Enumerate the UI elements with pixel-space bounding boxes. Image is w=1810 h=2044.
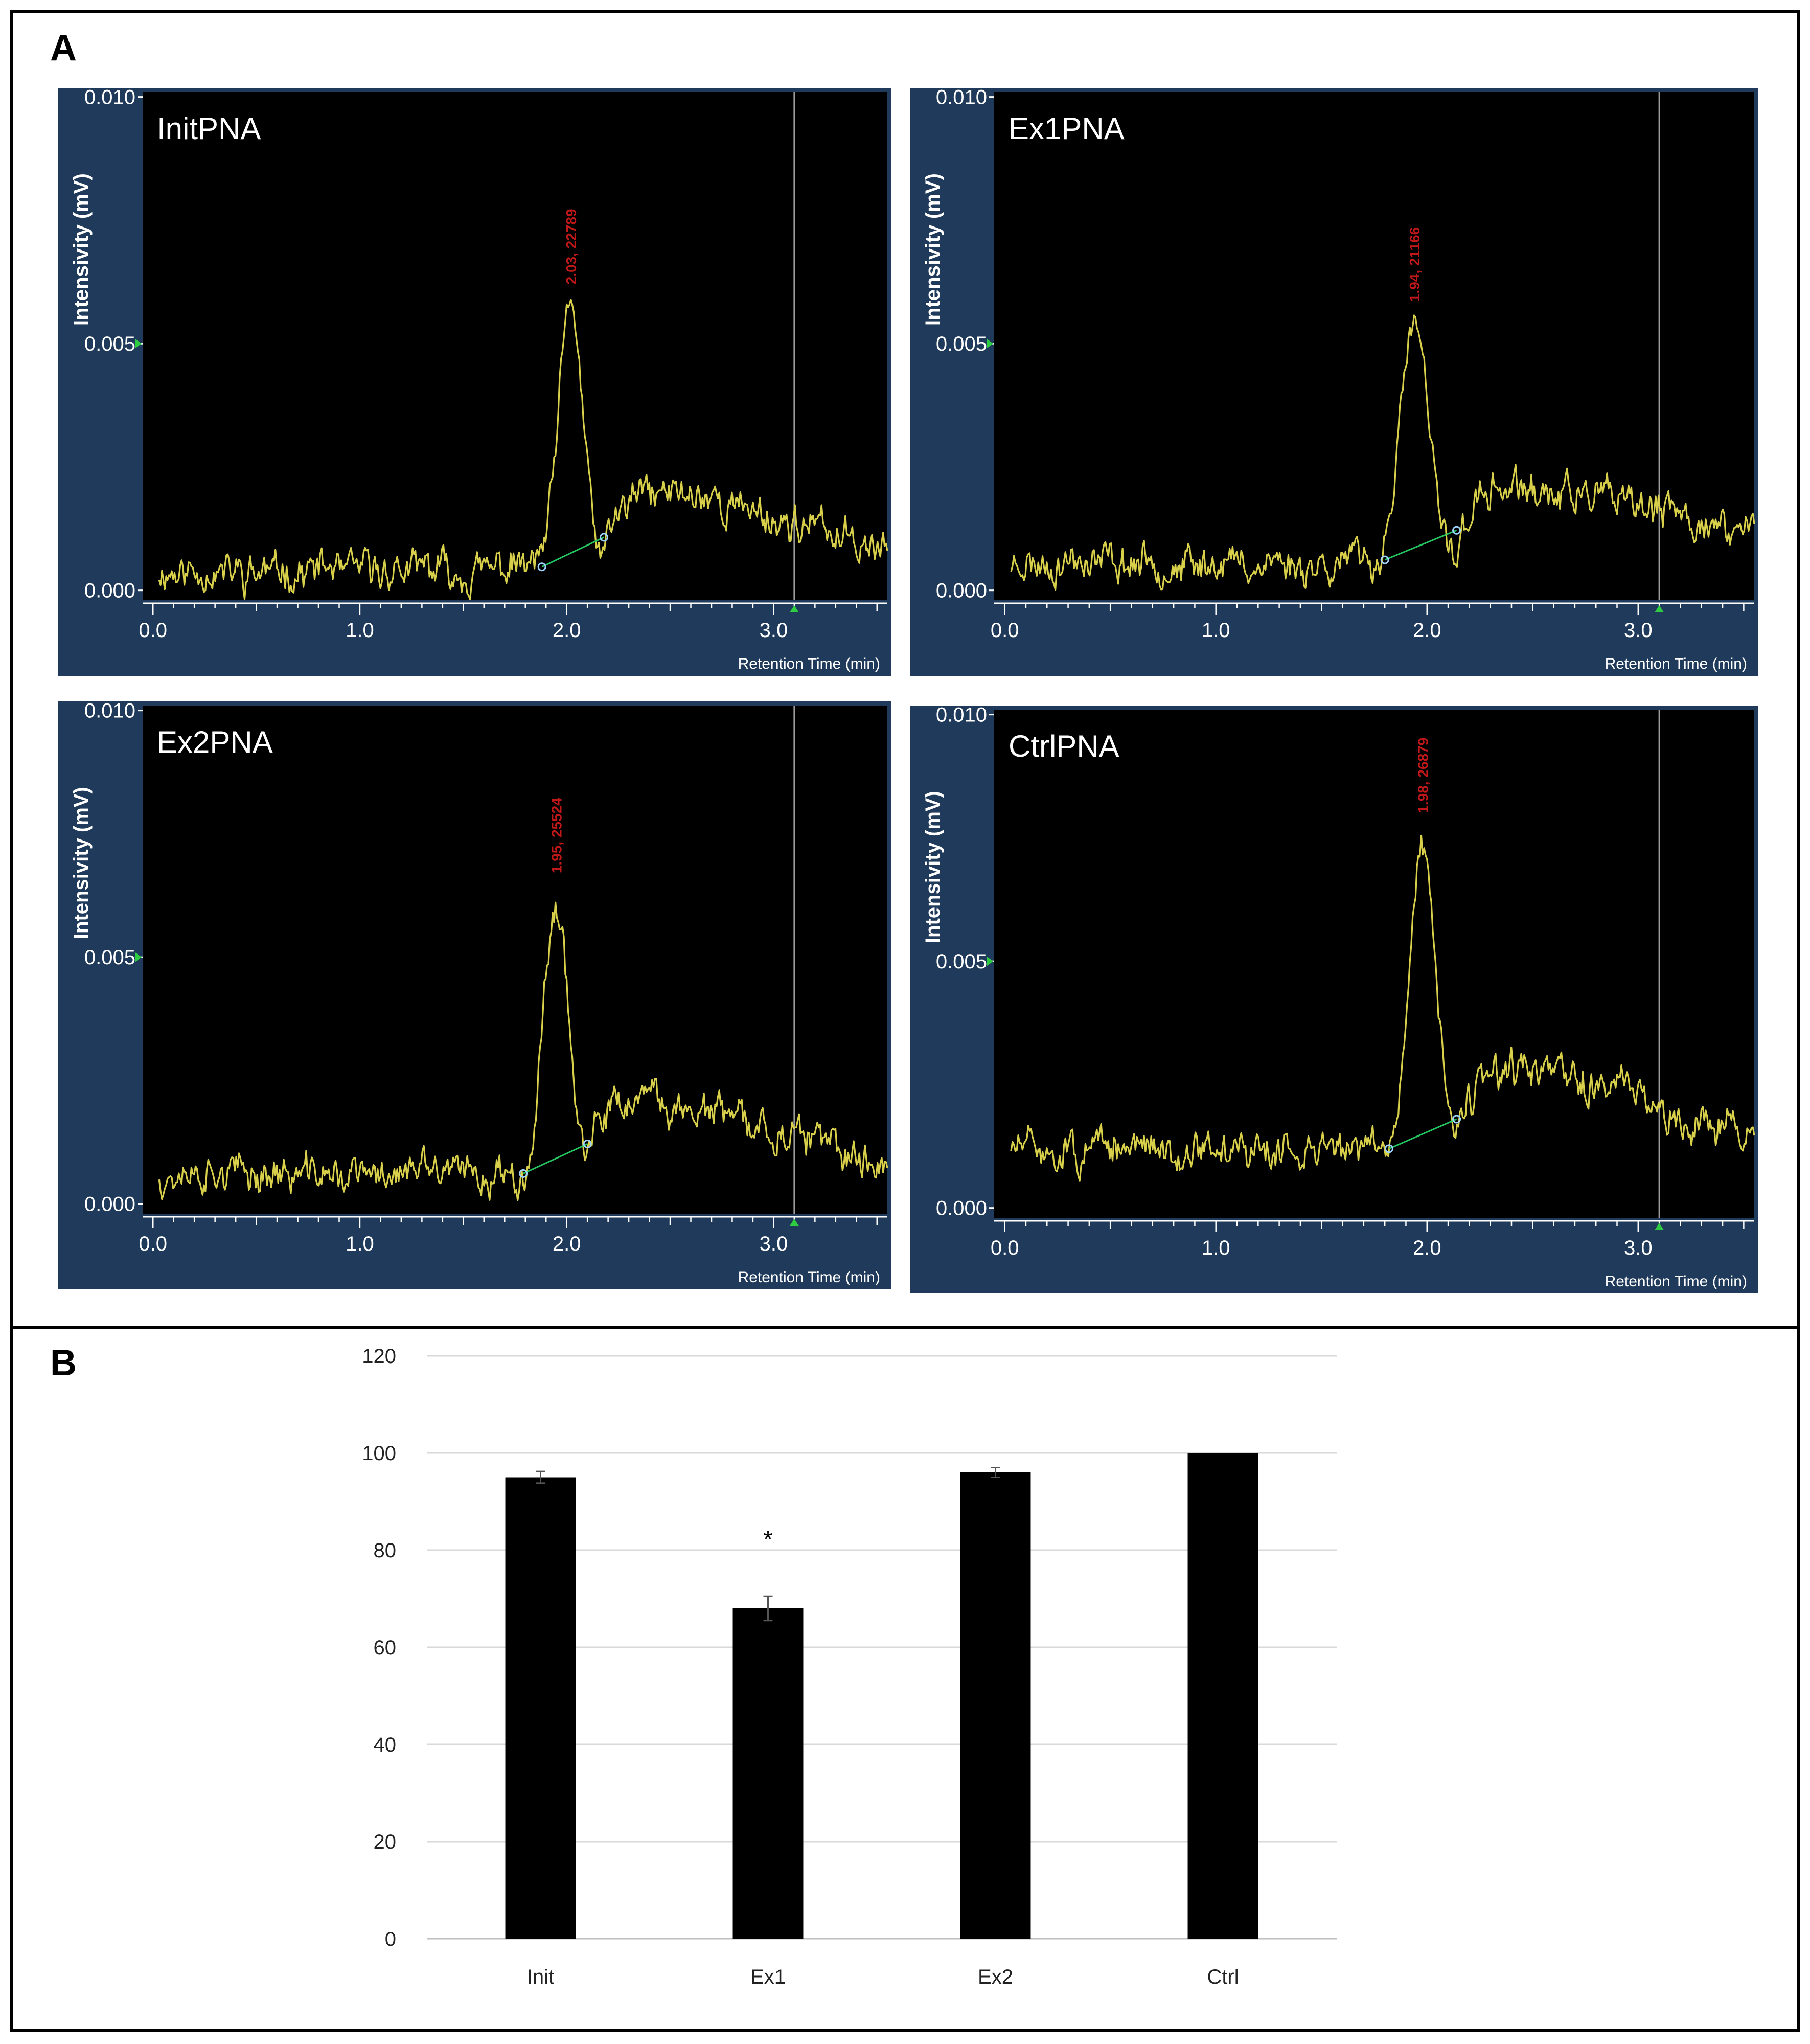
peak-label: 1.94, 21166 <box>1407 227 1423 302</box>
x-tick-label: 3.0 <box>1624 1237 1653 1259</box>
y-tick-label: 0.000 <box>936 1197 987 1220</box>
y-axis-label: Intensivity (mV) <box>70 787 93 939</box>
y-tick-label: 0.010 <box>936 704 987 726</box>
x-tick-label: 3.0 <box>1624 619 1653 642</box>
bar <box>505 1477 576 1939</box>
x-tick-label: 1.0 <box>1202 619 1230 642</box>
x-tick-label: 2.0 <box>1413 1237 1441 1259</box>
y-axis-label: Intensivity (mV) <box>70 173 93 326</box>
bar <box>732 1608 804 1939</box>
x-tick-label: 2.0 <box>1413 619 1441 642</box>
category-label: Ctrl <box>1207 1966 1239 1988</box>
x-tick-label: 0.0 <box>139 619 167 642</box>
y-axis-label: Intensivity (mV) <box>922 791 944 943</box>
y-axis-marker <box>987 339 993 349</box>
x-axis-label: Retention Time (min) <box>1605 655 1747 672</box>
x-tick-label: 2.0 <box>553 619 581 642</box>
chromatogram-panel-2: 0.000 0.005 0.010 Intensivity (mV) 0.0 1.0 2.0… <box>910 86 1758 676</box>
category-label: Init <box>527 1966 554 1988</box>
x-tick-label: 0.0 <box>139 1233 167 1255</box>
peak-start-marker <box>519 1169 528 1178</box>
y-tick-label: 0.005 <box>936 333 987 355</box>
plot-area <box>143 92 887 600</box>
category-label: Ex2 <box>978 1966 1013 1988</box>
y-tick-label: 0 <box>385 1928 396 1950</box>
significance-marker: * <box>764 1526 773 1552</box>
chromatogram-trace <box>1010 834 1755 1182</box>
x-tick-label: 0.0 <box>991 619 1019 642</box>
x-tick-label: 3.0 <box>760 619 788 642</box>
y-tick-label: 0.010 <box>84 700 135 722</box>
chromatogram-trace <box>158 299 888 601</box>
chromatogram-panel-4: 0.000 0.005 0.010 Intensivity (mV) 0.0 1.0 2.0… <box>910 704 1758 1293</box>
x-axis-label: Retention Time (min) <box>1605 1273 1747 1290</box>
panel-a-label: A <box>50 28 77 69</box>
y-axis-marker <box>135 339 142 349</box>
sample-title: CtrlPNA <box>1009 729 1119 763</box>
y-tick-label: 120 <box>362 1345 396 1368</box>
y-tick-label: 0.010 <box>936 86 987 109</box>
peak-baseline <box>523 1143 588 1174</box>
sample-title: Ex2PNA <box>157 725 273 759</box>
x-axis-label: Retention Time (min) <box>738 655 880 672</box>
peak-end-marker <box>1452 526 1461 535</box>
chromatogram-panels: 0.000 0.005 0.010 Intensivity (mV) 0.0 1.0 2.0… <box>58 86 1758 1293</box>
y-tick-label: 100 <box>362 1442 396 1465</box>
y-tick-label: 0.005 <box>936 950 987 973</box>
y-tick-label: 60 <box>374 1637 397 1659</box>
y-axis-marker <box>987 957 993 966</box>
x-axis-label: Retention Time (min) <box>738 1269 880 1286</box>
x-tick-label: 2.0 <box>553 1233 581 1255</box>
x-tick-label: 1.0 <box>1202 1237 1230 1259</box>
y-tick-label: 40 <box>374 1734 397 1756</box>
x-tick-label: 3.0 <box>760 1233 788 1255</box>
y-tick-label: 0.005 <box>84 333 135 355</box>
y-axis-label: Intensivity (mV) <box>922 173 944 326</box>
y-tick-label: 20 <box>374 1831 397 1853</box>
peak-start-marker <box>1384 1144 1393 1153</box>
peak-baseline <box>1388 1118 1457 1150</box>
peak-label: 1.98, 26879 <box>1415 738 1431 813</box>
x-axis-marker <box>1655 605 1664 612</box>
chromatogram-trace <box>158 901 888 1201</box>
panel-b-label: B <box>50 1343 77 1383</box>
x-tick-label: 1.0 <box>346 619 374 642</box>
y-tick-label: 80 <box>374 1539 397 1562</box>
category-label: Ex1 <box>750 1966 786 1988</box>
y-tick-label: 0.010 <box>84 86 135 109</box>
y-tick-label: 0.005 <box>84 946 135 969</box>
y-tick-label: 0.000 <box>936 580 987 602</box>
peak-end-marker <box>1452 1115 1461 1124</box>
x-axis-marker <box>1655 1223 1664 1230</box>
peak-baseline <box>1384 529 1457 561</box>
plot-area <box>143 706 887 1214</box>
peak-baseline <box>541 536 605 568</box>
peak-start-marker <box>1380 555 1389 564</box>
x-axis-marker <box>789 1219 799 1226</box>
peak-start-marker <box>537 562 546 572</box>
y-tick-label: 0.000 <box>84 1193 135 1216</box>
x-axis-marker <box>789 605 799 612</box>
sample-title: InitPNA <box>157 111 261 146</box>
plot-area <box>994 710 1754 1218</box>
x-tick-label: 1.0 <box>346 1233 374 1255</box>
chromatogram-panel-3: 0.000 0.005 0.010 Intensivity (mV) 0.0 1.0 2.0… <box>58 700 891 1289</box>
peak-end-marker <box>583 1139 592 1148</box>
plot-area <box>994 92 1754 600</box>
peak-label: 2.03, 22789 <box>563 209 579 284</box>
bar <box>1187 1453 1258 1939</box>
sample-title: Ex1PNA <box>1009 111 1125 146</box>
peak-end-marker <box>600 533 609 542</box>
bar-chart: 0 20 40 60 80 100 120 Init * Ex1 Ex2 Ctrl <box>362 1345 1337 1988</box>
x-tick-label: 0.0 <box>991 1237 1019 1259</box>
y-axis-marker <box>135 952 142 962</box>
peak-label: 1.95, 25524 <box>548 798 564 873</box>
bar <box>960 1472 1031 1939</box>
y-tick-label: 0.000 <box>84 580 135 602</box>
panel-b-border <box>10 1326 1800 2032</box>
chromatogram-panel-1: 0.000 0.005 0.010 Intensivity (mV) 0.0 1.0 2.0… <box>58 86 891 676</box>
